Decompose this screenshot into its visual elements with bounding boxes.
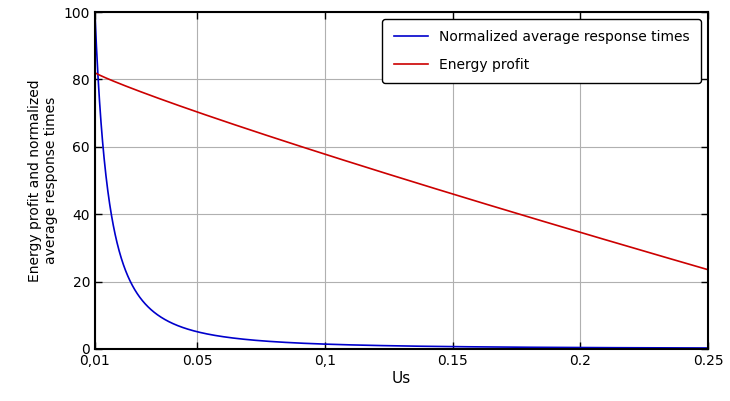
Normalized average response times	[91, 10, 99, 14]
Line: Energy profit: Energy profit	[95, 73, 708, 270]
Line: Normalized average response times: Normalized average response times	[95, 12, 708, 348]
Normalized average response times	[573, 345, 582, 350]
Normalized average response times	[388, 343, 397, 348]
Energy profit	[704, 267, 712, 272]
Normalized average response times	[704, 346, 712, 350]
Energy profit	[122, 84, 131, 89]
Energy profit	[685, 262, 694, 267]
Energy profit	[372, 168, 381, 173]
Energy profit	[388, 173, 397, 178]
Energy profit	[686, 262, 695, 267]
Normalized average response times	[686, 346, 695, 350]
Normalized average response times	[122, 270, 131, 275]
Legend: Normalized average response times, Energy profit: Normalized average response times, Energ…	[383, 19, 701, 83]
Y-axis label: Energy profit and normalized
average response times: Energy profit and normalized average res…	[28, 79, 58, 282]
Normalized average response times	[372, 343, 381, 348]
Energy profit	[91, 70, 99, 75]
X-axis label: Us: Us	[392, 371, 411, 385]
Normalized average response times	[685, 346, 694, 350]
Energy profit	[573, 229, 582, 234]
